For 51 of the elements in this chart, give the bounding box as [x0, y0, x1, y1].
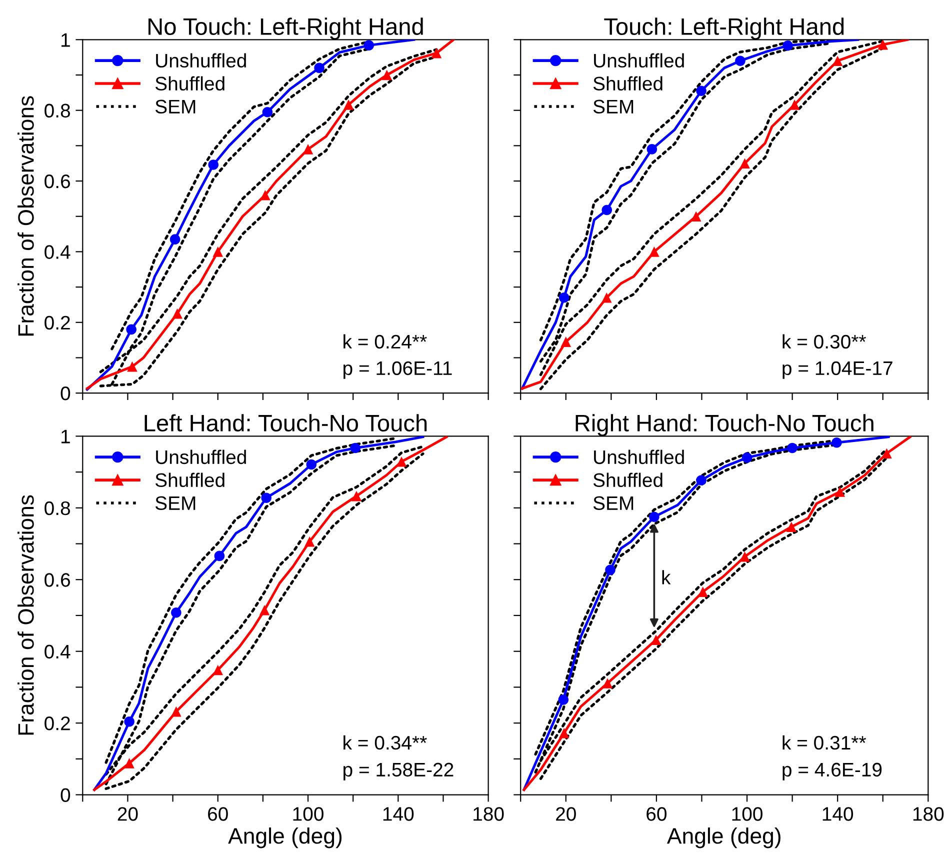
annotation: k	[662, 570, 671, 584]
y-tick-label: 0.2	[44, 716, 70, 730]
legend-label: Shuffled	[593, 472, 662, 488]
chart-title: Touch: Left-Right Hand	[604, 18, 844, 40]
y-tick-label: 0.8	[44, 501, 70, 516]
y-axis-title: Fraction of Observations	[18, 96, 34, 336]
annotation: k = 0.30**	[782, 334, 866, 349]
annotation: k = 0.24**	[344, 334, 427, 349]
x-tick-label: 100	[293, 807, 324, 821]
x-axis-title: Angle (deg)	[228, 827, 342, 848]
y-tick-label: 0.6	[44, 174, 70, 188]
chart-title: Right Hand: Touch-No Touch	[576, 414, 874, 436]
y-tick-label: 0.6	[44, 573, 70, 587]
y-tick-label: 0.4	[44, 644, 70, 659]
x-tick-label: 180	[913, 807, 944, 821]
chart-title: Left Hand: Touch-No Touch	[144, 414, 427, 432]
legend-label: SEM	[593, 100, 634, 114]
y-tick-label: 0.2	[44, 316, 70, 330]
y-axis-title: Fraction of Observations	[18, 495, 34, 735]
legend-label: SEM	[593, 496, 634, 510]
y-tick-label: 0.8	[44, 104, 70, 118]
annotation: p = 1.58E-22	[344, 762, 454, 780]
annotation: p = 1.04E-17	[782, 361, 892, 379]
annotation: p = 4.6E-19	[782, 762, 882, 780]
x-tick-label: 180	[474, 807, 504, 821]
x-axis-title: Angle (deg)	[666, 827, 780, 848]
y-tick-label: 0.4	[44, 245, 70, 259]
x-tick-label: 60	[208, 807, 228, 821]
legend-label: Unshuffled	[594, 450, 684, 464]
legend-label: Shuffled	[155, 472, 224, 488]
legend-label: SEM	[155, 496, 196, 510]
legend-label: SEM	[155, 100, 196, 114]
x-tick-label: 100	[732, 807, 762, 821]
annotation: p = 1.06E-11	[344, 361, 452, 379]
y-tick-label: 0	[60, 788, 70, 802]
x-tick-label: 140	[383, 807, 414, 821]
x-tick-label: 140	[822, 807, 854, 821]
chart-title: No Touch: Left-Right Hand	[148, 18, 423, 40]
legend-label: Shuffled	[155, 76, 224, 91]
annotation: k = 0.31**	[782, 735, 866, 750]
legend-label: Unshuffled	[156, 53, 246, 68]
x-tick-label: 20	[118, 807, 138, 821]
y-tick-label: 1	[62, 33, 70, 47]
legend-label: Shuffled	[593, 76, 662, 91]
x-tick-label: 20	[556, 807, 576, 821]
x-tick-label: 60	[646, 807, 667, 821]
y-tick-label: 0	[60, 386, 70, 400]
legend-label: Unshuffled	[156, 450, 246, 464]
annotation: k = 0.34**	[344, 735, 427, 750]
y-tick-label: 1	[62, 430, 70, 444]
legend-label: Unshuffled	[594, 53, 684, 68]
